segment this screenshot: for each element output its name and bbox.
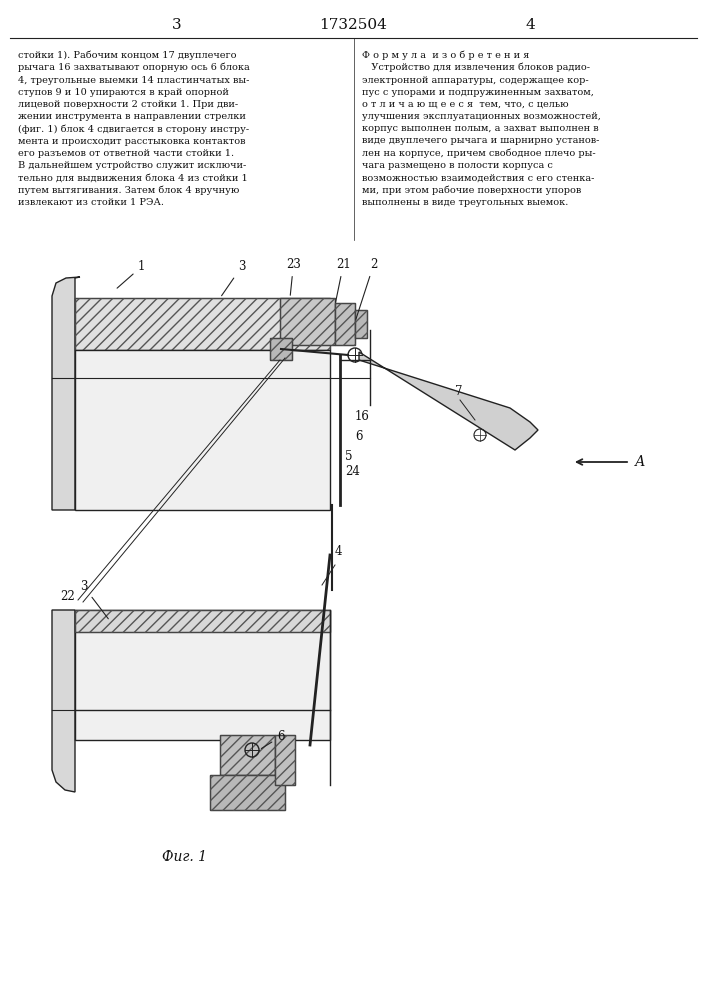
Text: 6: 6 xyxy=(355,430,363,443)
Bar xyxy=(270,338,292,360)
Bar xyxy=(75,610,330,632)
Bar xyxy=(220,735,275,775)
Bar xyxy=(335,303,355,345)
Bar xyxy=(355,310,367,338)
Text: 6: 6 xyxy=(262,730,284,749)
Bar xyxy=(75,610,330,740)
Text: 4: 4 xyxy=(525,18,535,32)
Text: 1: 1 xyxy=(117,260,146,288)
Text: 3: 3 xyxy=(80,580,108,619)
Text: А: А xyxy=(635,455,645,469)
Bar xyxy=(335,303,355,345)
Bar xyxy=(75,350,330,510)
Bar xyxy=(75,298,330,350)
Text: 4: 4 xyxy=(335,545,342,558)
Text: 7: 7 xyxy=(455,385,462,398)
Text: 2: 2 xyxy=(356,258,378,319)
Text: Ф о р м у л а  и з о б р е т е н и я
   Устройство для извлечения блоков радио-
: Ф о р м у л а и з о б р е т е н и я Устр… xyxy=(362,50,601,207)
Text: 23: 23 xyxy=(286,258,301,295)
Bar xyxy=(75,610,330,632)
Text: 16: 16 xyxy=(355,410,370,423)
Text: стойки 1). Рабочим концом 17 двуплечего
рычага 16 захватывают опорную ось 6 блок: стойки 1). Рабочим концом 17 двуплечего … xyxy=(18,50,250,207)
Bar xyxy=(220,735,275,775)
Bar xyxy=(275,735,295,785)
Text: 1732504: 1732504 xyxy=(319,18,387,32)
Text: 3: 3 xyxy=(221,260,245,296)
Text: 3: 3 xyxy=(173,18,182,32)
Bar xyxy=(275,735,295,785)
Polygon shape xyxy=(359,352,538,450)
Bar xyxy=(270,338,292,360)
Bar xyxy=(280,298,335,345)
Bar xyxy=(210,775,285,810)
Polygon shape xyxy=(52,610,75,792)
Bar xyxy=(355,310,367,338)
Bar xyxy=(280,298,335,345)
Text: 21: 21 xyxy=(336,258,351,302)
Text: 5: 5 xyxy=(345,450,353,463)
Bar xyxy=(210,775,285,810)
Bar xyxy=(75,298,330,350)
Text: 22: 22 xyxy=(60,590,75,603)
Text: Фиг. 1: Фиг. 1 xyxy=(163,850,207,864)
Polygon shape xyxy=(52,277,80,510)
Text: 24: 24 xyxy=(345,465,360,478)
